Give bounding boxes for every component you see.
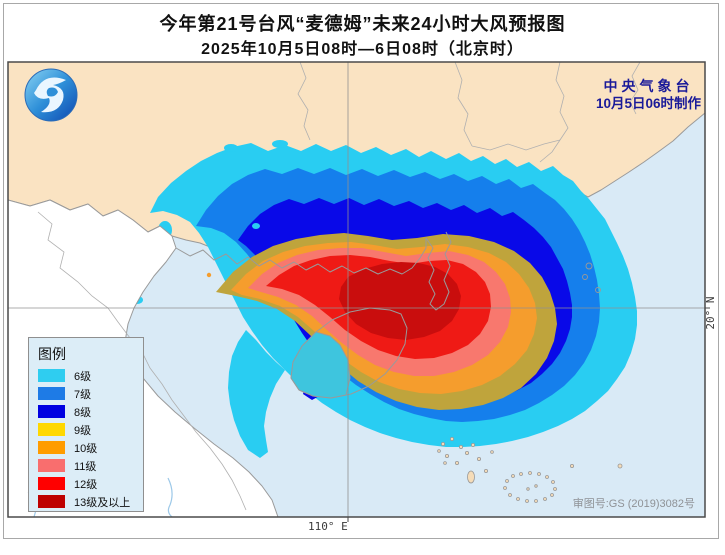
legend-label: 8级: [74, 406, 92, 419]
legend-item: 9级: [38, 423, 134, 437]
legend-label: 6级: [74, 370, 92, 383]
legend-item: 7级: [38, 387, 134, 401]
map-frame: [7, 61, 706, 518]
wind-band-13: [339, 262, 461, 340]
legend-label: 9级: [74, 424, 92, 437]
longitude-label: 110° E: [308, 520, 348, 533]
swatch-level-10: [38, 441, 65, 454]
legend-box: 图例 6级 7级 8级 9级 10级 11级 12级: [28, 337, 144, 512]
page-title: 今年第21号台风“麦德姆”未来24小时大风预报图: [159, 14, 566, 34]
agency-credit: 中央气象台 10月5日06时制作: [596, 78, 701, 112]
island-dots: [437, 436, 623, 503]
legend-label: 7级: [74, 388, 92, 401]
swatch-level-9: [38, 423, 65, 436]
swatch-level-7: [38, 387, 65, 400]
legend-label: 13级及以上: [74, 496, 131, 509]
legend-item: 6级: [38, 369, 134, 383]
cma-logo-icon: [24, 68, 78, 122]
legend-item: 12级: [38, 477, 134, 491]
legend-item: 8级: [38, 405, 134, 419]
legend-item: 13级及以上: [38, 495, 134, 509]
swatch-level-11: [38, 459, 65, 472]
small-gale-spot: [206, 272, 212, 278]
map-approval-number: 审图号:GS (2019)3082号: [572, 498, 695, 510]
legend-label: 10级: [74, 442, 98, 455]
legend-item: 10级: [38, 441, 134, 455]
swatch-level-12: [38, 477, 65, 490]
hainan-southwest: [290, 331, 351, 399]
latitude-label: 20° N: [704, 296, 717, 330]
agency-name: 中央气象台: [603, 78, 694, 94]
legend-label: 11级: [74, 460, 97, 473]
gridlines: [8, 62, 705, 517]
legend-item: 11级: [38, 459, 134, 473]
legend-label: 12级: [74, 478, 98, 491]
issue-time: 10月5日06时制作: [595, 96, 701, 111]
swatch-level-13plus: [38, 495, 65, 508]
legend-title: 图例: [38, 346, 66, 362]
islet-outlines: [582, 262, 601, 293]
swatch-level-6: [38, 369, 65, 382]
page-subtitle: 2025年10月5日08时—6日08时（北京时）: [201, 41, 524, 58]
province-boundaries: [297, 62, 641, 163]
swatch-level-8: [38, 405, 65, 418]
grid-ticks: [347, 307, 710, 522]
